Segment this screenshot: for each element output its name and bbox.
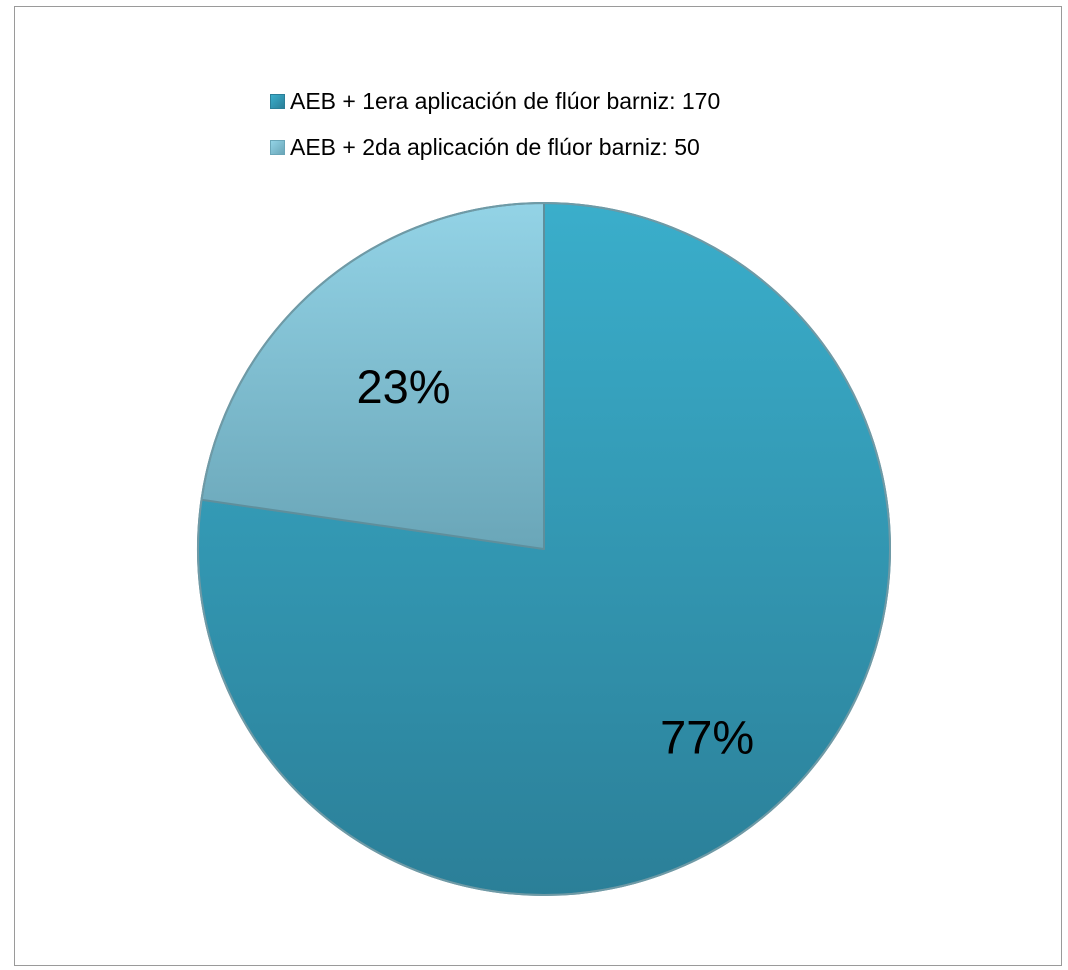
legend: AEB + 1era aplicación de flúor barniz: 1…	[270, 86, 720, 178]
legend-swatch-1	[270, 93, 285, 109]
legend-item-2: AEB + 2da aplicación de flúor barniz: 50	[270, 132, 720, 162]
data-label-slice-1: 77%	[660, 710, 754, 763]
data-label-slice-2: 23%	[356, 360, 450, 413]
pie-outline	[197, 202, 891, 896]
pie-slices	[197, 202, 891, 896]
legend-label-2: AEB + 2da aplicación de flúor barniz: 50	[290, 133, 700, 160]
legend-swatch-2	[270, 139, 285, 155]
legend-label-1: AEB + 1era aplicación de flúor barniz: 1…	[290, 87, 721, 114]
legend-item-1: AEB + 1era aplicación de flúor barniz: 1…	[270, 86, 720, 116]
pie-labels: 77% 23%	[356, 360, 754, 763]
